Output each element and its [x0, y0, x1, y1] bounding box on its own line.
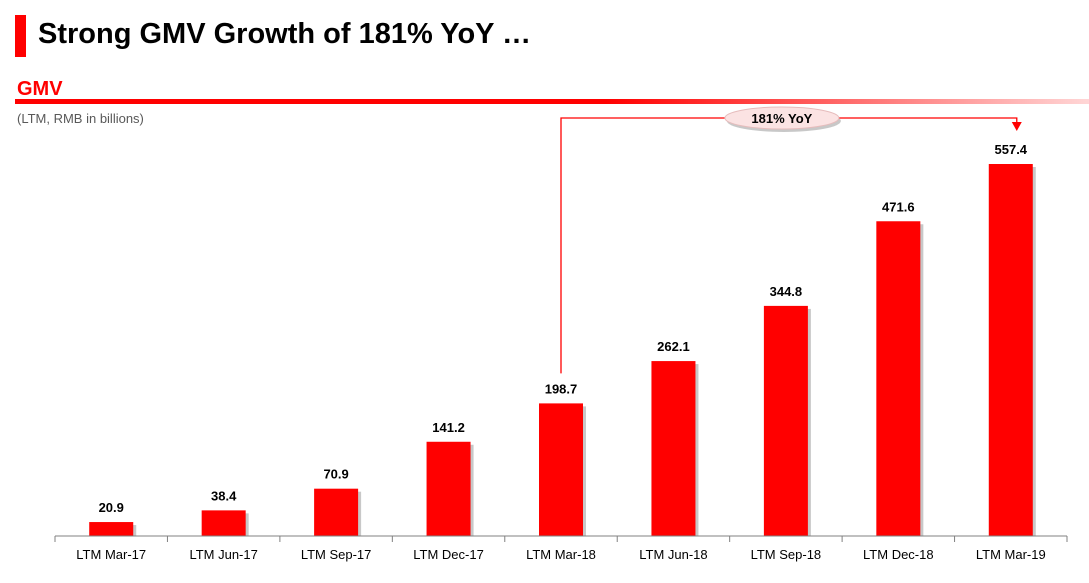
- data-label: 471.6: [882, 199, 915, 214]
- bar: [988, 164, 1033, 536]
- bar: [314, 488, 359, 536]
- x-tick-label: LTM Mar-18: [526, 547, 596, 562]
- title-accent-bar: [15, 15, 26, 57]
- section-divider: [15, 99, 1089, 104]
- x-tick-label: LTM Mar-19: [976, 547, 1046, 562]
- data-label: 20.9: [99, 500, 124, 515]
- data-label: 70.9: [323, 467, 348, 482]
- data-label: 344.8: [770, 284, 803, 299]
- bar: [426, 441, 471, 536]
- data-label: 141.2: [432, 420, 465, 435]
- bar: [89, 522, 134, 536]
- yoy-callout: [724, 106, 840, 130]
- bar: [651, 361, 696, 536]
- data-label: 38.4: [211, 488, 237, 503]
- chart-subtitle: (LTM, RMB in billions): [17, 111, 144, 126]
- yoy-arrowhead: [1011, 122, 1022, 131]
- x-tick-label: LTM Jun-18: [639, 547, 707, 562]
- x-tick-label: LTM Sep-18: [751, 547, 822, 562]
- bar: [539, 403, 583, 536]
- bar: [201, 510, 246, 536]
- x-tick-label: LTM Jun-17: [189, 547, 257, 562]
- bar: [763, 305, 808, 536]
- bar: [876, 221, 921, 536]
- x-tick-label: LTM Sep-17: [301, 547, 372, 562]
- data-label: 557.4: [995, 142, 1028, 157]
- yoy-callout-label: 181% YoY: [751, 111, 812, 126]
- x-tick-label: LTM Dec-17: [413, 547, 484, 562]
- page-title: Strong GMV Growth of 181% YoY …: [38, 18, 532, 50]
- data-label: 262.1: [657, 339, 690, 354]
- x-tick-label: LTM Dec-18: [863, 547, 934, 562]
- section-heading: GMV: [17, 78, 63, 100]
- x-tick-label: LTM Mar-17: [76, 547, 146, 562]
- data-label: 198.7: [545, 381, 578, 396]
